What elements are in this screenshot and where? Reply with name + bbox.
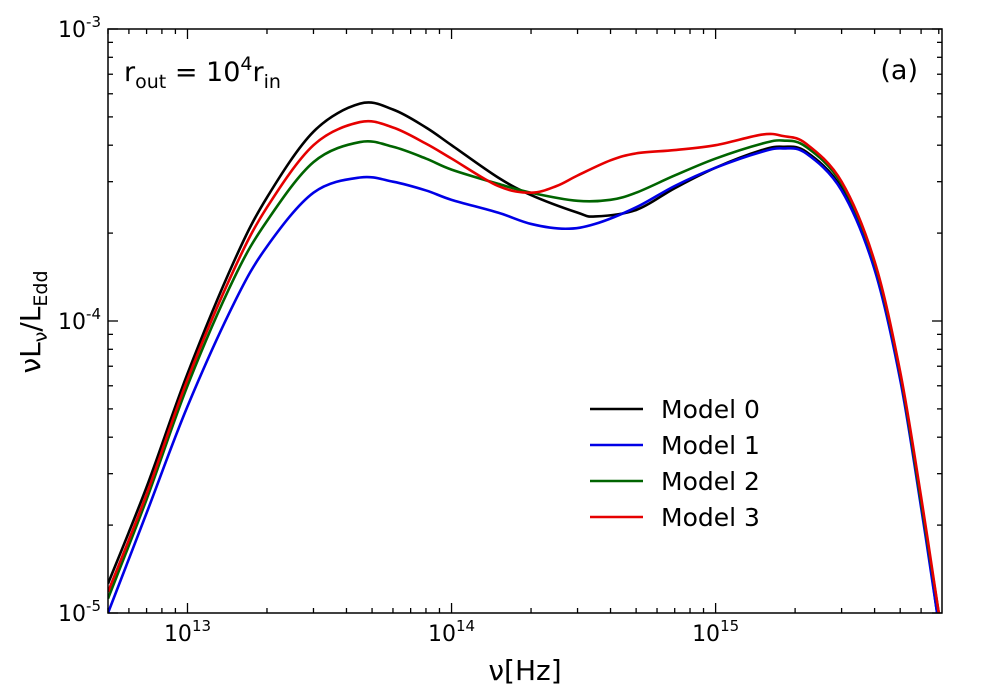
x-tick-label: 1013 [164,617,211,647]
series-lines [108,101,941,613]
x-tick-label: 1014 [428,617,475,647]
legend: Model 0 Model 1 Model 2 Model 3 [590,395,760,532]
plot-frame [107,28,943,614]
x-tick-labels: 1013 1014 1015 [164,617,739,647]
legend-label-2: Model 2 [661,467,760,496]
y-axis-title: νLν/LEdd [14,270,52,373]
series-line-1 [108,146,939,613]
legend-label-1: Model 1 [661,431,760,460]
axis-ticks [107,28,942,614]
x-tick-label: 1015 [692,617,739,647]
legend-label-0: Model 0 [661,395,760,424]
x-axis-title: ν[Hz] [488,654,561,687]
panel-label: (a) [880,55,918,86]
series-line-2 [108,139,941,613]
y-tick-label: 10-3 [58,13,101,43]
series-line-0 [108,101,939,613]
series-line-3 [108,119,941,613]
legend-label-3: Model 3 [661,503,760,532]
y-tick-label: 10-4 [58,305,101,335]
annotation-rout: rout = 104rin [124,53,281,93]
y-tick-labels: 10-3 10-4 10-5 [58,13,101,627]
y-tick-label: 10-5 [58,597,101,627]
